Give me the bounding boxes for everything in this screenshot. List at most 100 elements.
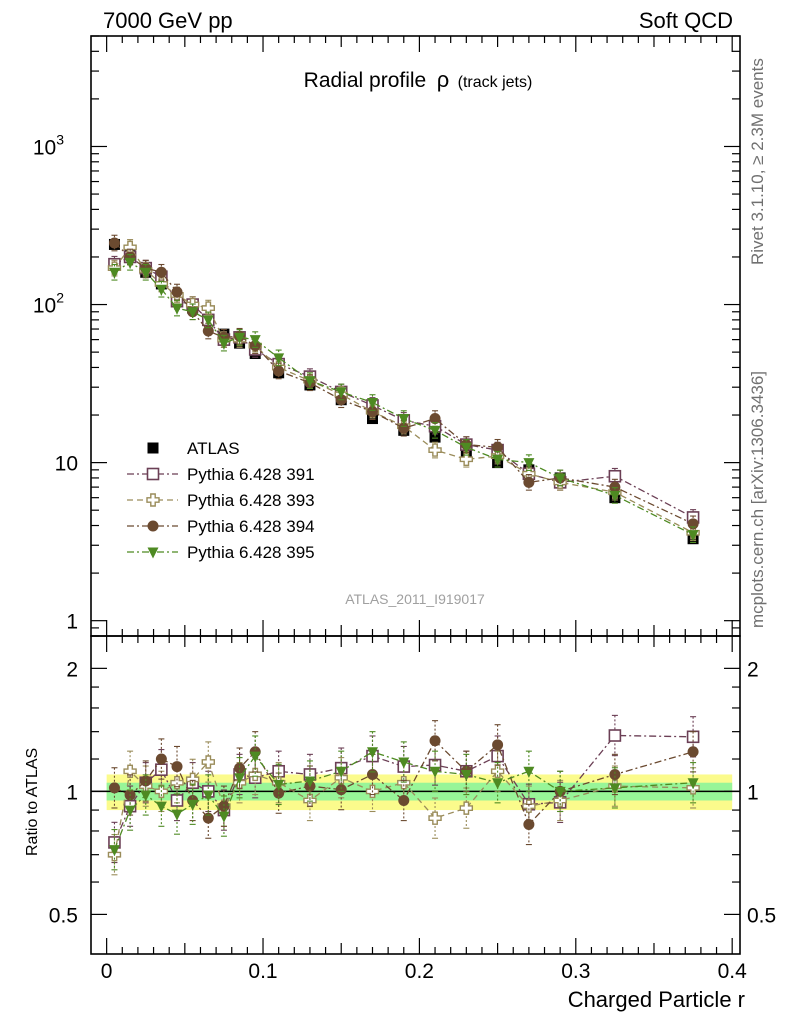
legend-marker <box>146 467 160 481</box>
ratio-pythia-395-point <box>609 783 621 795</box>
pythia-393-point <box>201 301 215 315</box>
pythia-395-point <box>460 442 472 454</box>
ratio-pythia-395-series <box>108 731 699 871</box>
ratio-pythia-394-point <box>523 818 535 830</box>
ratio-y-tick-label: 2 <box>66 658 78 681</box>
x-tick-label: 0.3 <box>561 960 590 983</box>
legend-label: Pythia 6.428 391 <box>187 465 315 484</box>
pythia-395-point <box>171 303 183 315</box>
atlas-data-point <box>366 413 378 425</box>
ratio-pythia-394-point <box>398 794 410 806</box>
ratio-pythia-395-point <box>429 766 441 778</box>
pythia-394-point <box>202 325 214 337</box>
ratio-pythia-393-point <box>201 755 215 769</box>
pythia-391-line <box>114 256 694 518</box>
chart-title-symbol: ρ <box>437 67 450 92</box>
ratio-pythia-394-point <box>234 762 246 774</box>
ratio-y-tick-label-right: 1 <box>747 781 759 804</box>
y-tick-label: 1 <box>66 611 78 634</box>
ratio-pythia-395-point <box>218 811 230 823</box>
ratio-pythia-394-point <box>492 739 504 751</box>
ratio-pythia-394-point <box>609 768 621 780</box>
main-plot <box>107 234 700 545</box>
chart-title-text: Radial profile <box>304 69 427 92</box>
legend-item: Pythia 6.428 393 <box>127 491 315 510</box>
ratio-pythia-394-point <box>335 784 347 796</box>
ratio-pythia-394-point <box>155 753 167 765</box>
pythia-394-line <box>114 242 694 525</box>
ratio-pythia-395-point <box>171 809 183 821</box>
ratio-pythia-395-point <box>554 786 566 798</box>
pythia-395-point <box>234 332 246 344</box>
ratio-pythia-393-line <box>113 760 694 855</box>
ratio-pythia-391-point <box>608 729 622 742</box>
ratio-pythia-394-point <box>429 735 441 747</box>
pythia-394-point <box>609 481 621 493</box>
legend: ATLAS Pythia 6.428 391 Pythia 6.428 393 Pyt… <box>127 439 315 562</box>
pythia-395-point <box>335 387 347 399</box>
x-tick-label: 0 <box>101 960 113 983</box>
legend-label: Pythia 6.428 394 <box>187 517 315 536</box>
pythia-395-point <box>218 338 230 350</box>
ratio-y-tick-label: 1 <box>66 781 78 804</box>
legend-marker <box>147 520 159 532</box>
ratio-pythia-395-point <box>155 801 167 813</box>
pythia-395-point <box>304 376 316 388</box>
chart-title: Radial profile ρ (track jets) <box>304 67 533 92</box>
ratio-pythia-395-line <box>113 751 694 850</box>
pythia-395-point <box>687 530 699 542</box>
pythia-395-line <box>114 261 694 536</box>
pythia-395-point <box>398 414 410 426</box>
ratio-y-tick-label-right: 2 <box>747 658 759 681</box>
legend-label: Pythia 6.428 395 <box>187 543 315 562</box>
atlas-data-point <box>429 431 441 443</box>
ratio-plot <box>91 714 740 876</box>
pythia-394-point <box>171 286 183 298</box>
pythia-395-point <box>202 315 214 327</box>
y-tick-label: 103 <box>33 131 64 159</box>
ratio-pythia-394-line <box>114 739 694 826</box>
pythia-395-point <box>187 307 199 319</box>
chart-title-suffix: (track jets) <box>458 74 533 91</box>
ratio-y-tick-label-right: 0.5 <box>747 904 776 927</box>
pythia-395-point <box>523 458 535 470</box>
ratio-pythia-394-point <box>202 812 214 824</box>
pythia-395-point <box>249 335 261 347</box>
legend-label: ATLAS <box>187 439 240 458</box>
x-tick-label: 0.4 <box>718 960 748 983</box>
ratio-pythia-395-point <box>124 805 136 817</box>
ratio-pythia-393-point <box>459 801 474 815</box>
pythia-394-series <box>108 234 699 533</box>
pythia-393-line <box>113 246 694 534</box>
ratio-pythia-395-point <box>187 799 199 811</box>
ratio-pythia-393-point <box>428 811 442 825</box>
y-axis-label: Ratio to ATLAS <box>24 748 41 856</box>
pythia-395-point <box>366 398 378 410</box>
ratio-pythia-394-point <box>171 761 183 773</box>
legend-marker <box>146 493 160 507</box>
pythia-394-point <box>366 406 378 418</box>
pythia-395-point <box>140 267 152 279</box>
ratio-frame <box>90 635 741 955</box>
analysis-id-label: ATLAS_2011_I919017 <box>345 591 485 607</box>
pythia-395-point <box>273 353 285 365</box>
y-tick-label: 102 <box>33 290 64 318</box>
legend-item: Pythia 6.428 394 <box>127 517 315 536</box>
pythia-394-point <box>492 441 504 453</box>
pythia-394-point <box>429 413 441 425</box>
legend-item: Pythia 6.428 395 <box>127 543 315 562</box>
pythia-395-point <box>108 267 120 279</box>
ratio-pythia-393-point <box>123 764 137 778</box>
ratio-pythia-395-point <box>335 766 347 778</box>
ratio-pythia-394-point <box>108 782 120 794</box>
legend-item: Pythia 6.428 391 <box>127 465 315 484</box>
side-label-source: mcplots.cern.ch [arXiv:1306.3436] <box>748 371 767 628</box>
ratio-pythia-393-point <box>185 772 200 787</box>
legend-label: Pythia 6.428 393 <box>187 491 315 510</box>
ratio-pythia-395-point <box>523 766 535 778</box>
ratio-pythia-395-point <box>304 776 316 788</box>
ratio-pythia-395-point <box>108 845 120 857</box>
ratio-pythia-395-point <box>234 773 246 785</box>
pythia-394-point <box>108 237 120 249</box>
